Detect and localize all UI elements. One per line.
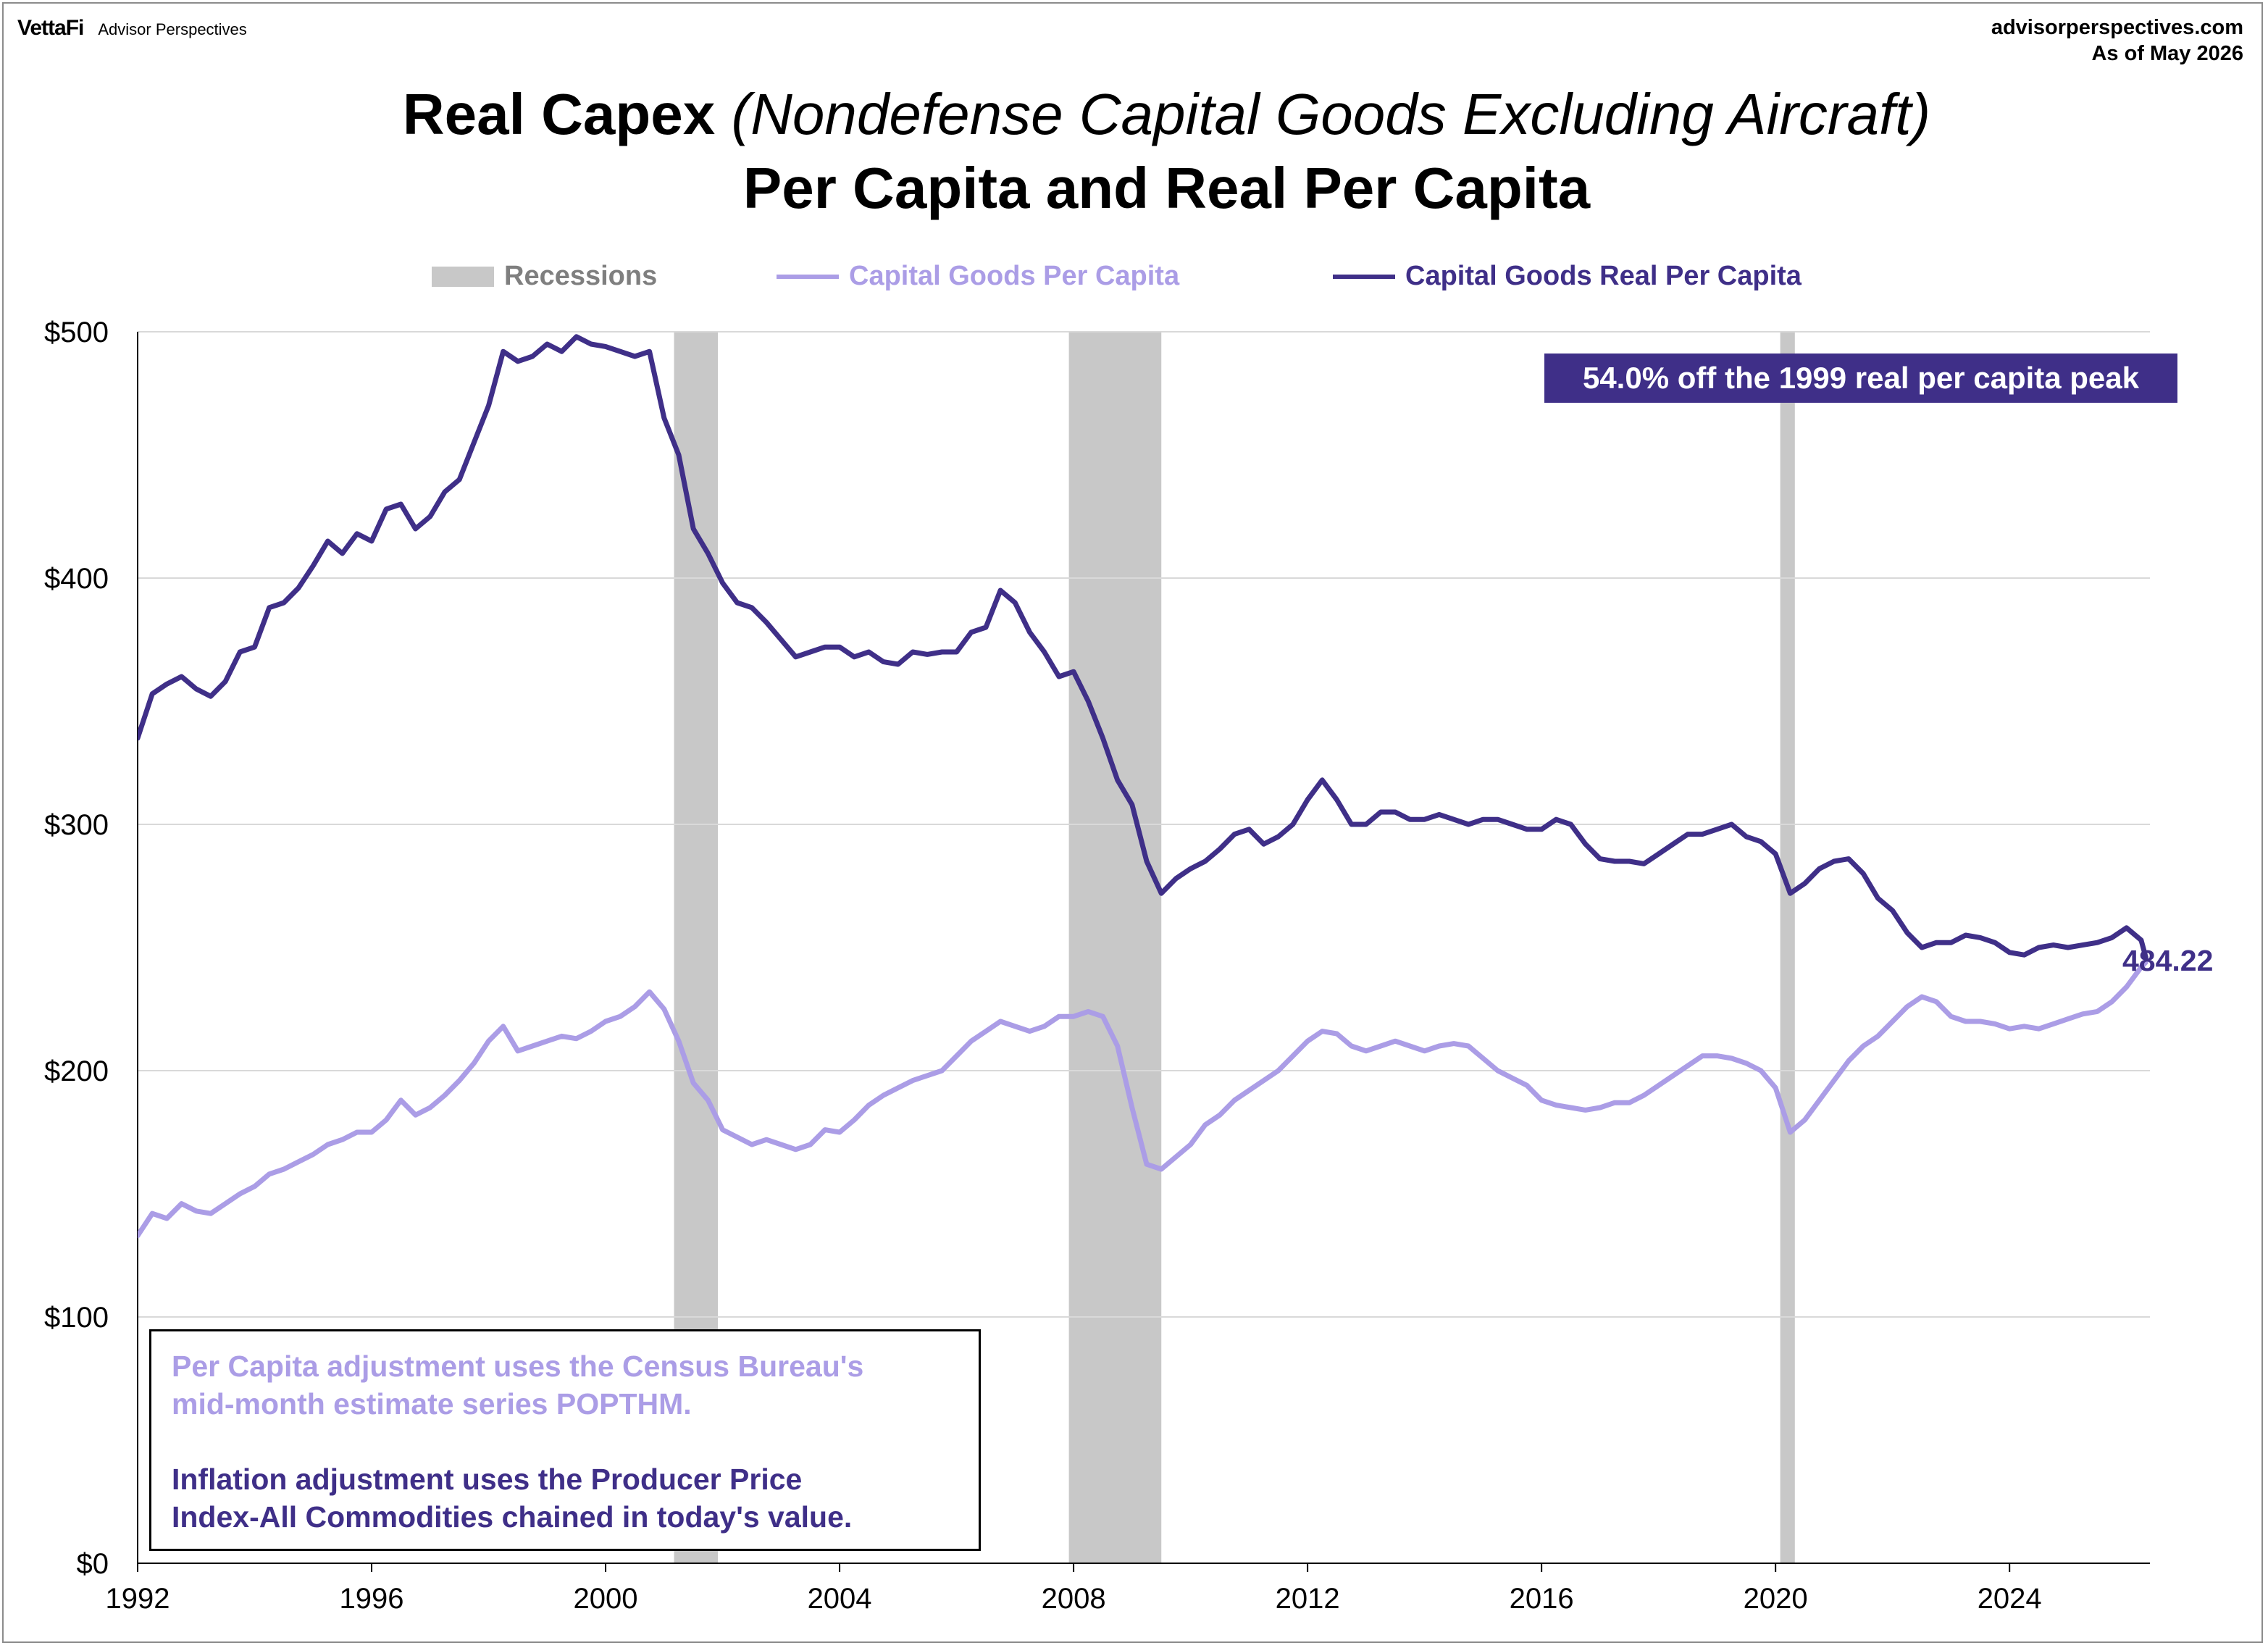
x-tick-label: 1996 bbox=[340, 1583, 404, 1615]
note-per-capita-line2: mid-month estimate series POPTHM. bbox=[172, 1387, 692, 1421]
note-inflation-line2: Index-All Commodities chained in today's… bbox=[172, 1500, 853, 1534]
legend-real-swatch bbox=[1333, 274, 1395, 279]
series-lines bbox=[138, 334, 2148, 1239]
vettafi-logo: VettaFi bbox=[17, 16, 84, 40]
x-tick-label: 2024 bbox=[1978, 1583, 2042, 1615]
series-nominal-per-capita-line bbox=[138, 959, 2148, 1239]
brand-name: Advisor Perspectives bbox=[98, 20, 247, 38]
brand: VettaFi Advisor Perspectives bbox=[17, 16, 247, 41]
x-tick-label: 2000 bbox=[574, 1583, 638, 1615]
x-tick-label: 2020 bbox=[1744, 1583, 1808, 1615]
site-url: advisorperspectives.com bbox=[1991, 16, 2243, 39]
x-tick-label: 1992 bbox=[106, 1583, 170, 1615]
x-tick-label: 2016 bbox=[1510, 1583, 1574, 1615]
axes: $0 $100 $200 $300 $400 $500 1992 1996 2000 2004 20… bbox=[44, 317, 2150, 1615]
y-tick-label: $300 bbox=[44, 809, 109, 841]
methodology-note: Per Capita adjustment uses the Census Bu… bbox=[149, 1329, 981, 1551]
legend-real-label: Capital Goods Real Per Capita bbox=[1405, 261, 1802, 291]
note-per-capita-line1: Per Capita adjustment uses the Census Bu… bbox=[172, 1350, 864, 1383]
title-subtitle: (Nondefense Capital Goods Excluding Airc… bbox=[731, 82, 1931, 146]
legend-nominal: Capital Goods Per Capita bbox=[777, 261, 1179, 292]
chart-legend: Recessions Capital Goods Per Capita Capi… bbox=[0, 261, 2268, 297]
y-tick-label: $100 bbox=[44, 1302, 109, 1334]
x-tick-label: 2004 bbox=[808, 1583, 872, 1615]
peak-drawdown-badge: 54.0% off the 1999 real per capita peak bbox=[1544, 354, 2177, 403]
gridlines bbox=[138, 331, 2150, 1318]
legend-real: Capital Goods Real Per Capita bbox=[1333, 261, 1802, 292]
legend-recessions-label: Recessions bbox=[504, 261, 658, 291]
y-tick-label: $0 bbox=[77, 1548, 109, 1580]
as-of-date: As of May 2026 bbox=[2091, 42, 2243, 65]
y-tick-label: $500 bbox=[44, 317, 109, 348]
y-tick-label: $400 bbox=[44, 563, 109, 595]
recession-band-1 bbox=[1068, 332, 1162, 1563]
recession-band-2 bbox=[1780, 332, 1795, 1563]
x-tick-label: 2012 bbox=[1276, 1583, 1340, 1615]
y-tick-label: $200 bbox=[44, 1055, 109, 1087]
chart-title: Real Capex (Nondefense Capital Goods Exc… bbox=[0, 81, 2268, 148]
site-info: advisorperspectives.com As of May 2026 bbox=[1991, 14, 2243, 67]
legend-nominal-swatch bbox=[777, 274, 839, 279]
legend-nominal-label: Capital Goods Per Capita bbox=[849, 261, 1180, 291]
note-inflation-line1: Inflation adjustment uses the Producer P… bbox=[172, 1463, 803, 1496]
chart-title-line2: Per Capita and Real Per Capita bbox=[742, 156, 1591, 220]
legend-recessions: Recessions bbox=[432, 261, 657, 292]
series-real-per-capita-line bbox=[138, 334, 2148, 961]
last-value-label: 484.22 bbox=[2122, 944, 2214, 977]
x-tick-label: 2008 bbox=[1042, 1583, 1106, 1615]
legend-recessions-swatch bbox=[432, 266, 494, 287]
title-main: Real Capex bbox=[402, 82, 716, 146]
